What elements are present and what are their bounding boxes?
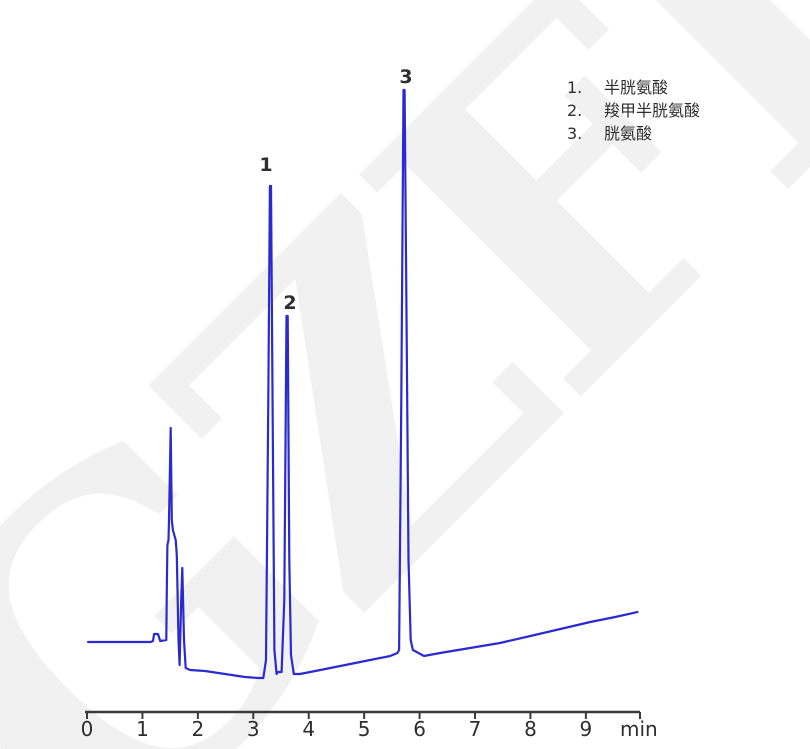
legend-item-number: 1. xyxy=(567,78,583,97)
chromatogram-trace xyxy=(86,88,639,680)
axis-tick-label: 6 xyxy=(413,717,426,741)
axis-tick-label: 2 xyxy=(191,717,204,741)
legend-item: 3. 胱氨酸 xyxy=(567,122,700,145)
peak-legend: 1. 半胱氨酸 2. 羧甲半胱氨酸 3. 胱氨酸 xyxy=(567,76,700,145)
axis-unit-label: min xyxy=(620,717,658,741)
axis-tick-label: 5 xyxy=(358,717,371,741)
legend-item-name: 胱氨酸 xyxy=(604,124,653,143)
axis-tick-label: 7 xyxy=(469,717,482,741)
axis-tick-label: 4 xyxy=(302,717,315,741)
legend-item: 1. 半胱氨酸 xyxy=(567,76,700,99)
axis-tick-label: 3 xyxy=(247,717,260,741)
peak-annotation-1: 1 xyxy=(259,154,272,176)
axis-tick-label: 1 xyxy=(136,717,149,741)
axis-tick-label: 0 xyxy=(81,717,94,741)
legend-item-name: 半胱氨酸 xyxy=(604,78,669,97)
legend-item-number: 3. xyxy=(567,124,583,143)
axis-tick-label: 8 xyxy=(524,717,537,741)
legend-item-number: 2. xyxy=(567,101,583,120)
axis-tick-label: 9 xyxy=(580,717,593,741)
legend-item-name: 羧甲半胱氨酸 xyxy=(604,101,701,120)
x-axis: 0 1 2 3 4 5 6 7 8 9 min xyxy=(81,710,658,741)
peak-annotation-3: 3 xyxy=(399,66,412,88)
legend-item: 2. 羧甲半胱氨酸 xyxy=(567,99,700,122)
peak-annotation-2: 2 xyxy=(283,292,296,314)
